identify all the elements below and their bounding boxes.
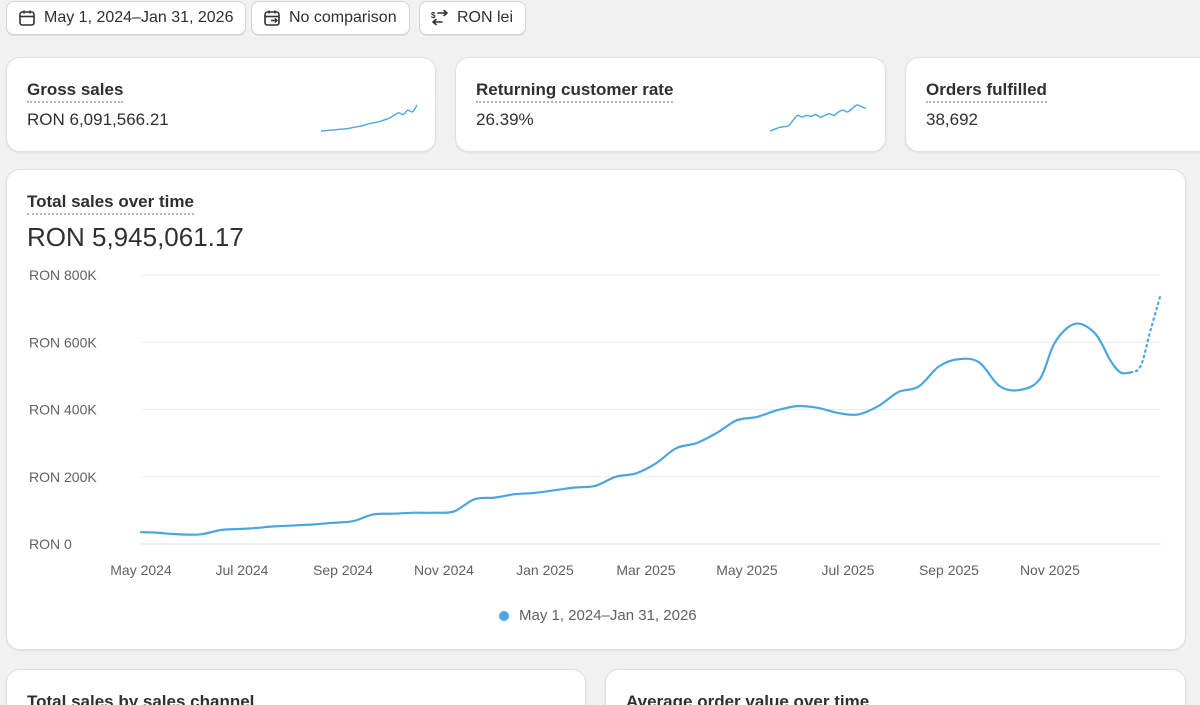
svg-text:$: $ [431,11,436,20]
card-title[interactable]: Total sales by sales channel [27,692,254,705]
x-tick-label: Mar 2025 [616,562,675,578]
chart-total-value: RON 5,945,061.17 [27,222,244,252]
x-tick-label: Sep 2025 [919,562,979,578]
metric-title[interactable]: Gross sales [27,80,124,103]
currency-button[interactable]: $ RON lei [419,1,527,35]
total-sales-line-chart[interactable]: RON 0 RON 200K RON 400K RON 600K RON 800K May… [7,170,1186,600]
calendar-compare-icon [264,10,280,26]
metric-title[interactable]: Returning customer rate [476,80,674,103]
sparkline-chart [320,104,418,132]
x-tick-label: Jul 2024 [216,562,269,578]
y-tick-label: RON 0 [29,536,72,552]
card-title[interactable]: Average order value over time [626,692,869,705]
metric-card-returning-customer-rate[interactable]: Returning customer rate 26.39% [455,57,886,152]
x-tick-label: Nov 2025 [1020,562,1080,578]
y-tick-label: RON 400K [29,402,97,418]
y-tick-label: RON 800K [29,267,97,283]
y-tick-label: RON 200K [29,469,97,485]
y-tick-label: RON 600K [29,334,97,350]
metric-value: 38,692 [926,110,978,129]
swap-icon: $ [431,9,448,26]
series-line[interactable] [139,322,1132,536]
sparkline-line [320,104,418,132]
date-range-button[interactable]: May 1, 2024–Jan 31, 2026 [6,1,247,35]
calendar-icon [19,10,35,26]
chart-legend[interactable]: May 1, 2024–Jan 31, 2026 [499,607,697,624]
metric-value: 26.39% [476,110,534,129]
x-tick-label: May 2025 [716,562,778,578]
comparison-label: No comparison [289,9,397,26]
metric-card-gross-sales[interactable]: Gross sales RON 6,091,566.21 [6,57,436,152]
chart-title[interactable]: Total sales over time [27,192,194,215]
sparkline-chart [769,104,867,132]
x-tick-label: Jul 2025 [821,562,874,578]
metric-card-orders-fulfilled[interactable]: Orders fulfilled 38,692 [905,57,1200,152]
x-tick-label: Sep 2024 [313,562,373,578]
sales-by-channel-card: Total sales by sales channel [6,669,586,705]
legend-label: May 1, 2024–Jan 31, 2026 [519,607,697,624]
currency-label: RON lei [457,9,514,26]
metric-value: RON 6,091,566.21 [27,110,169,129]
x-tick-label: Nov 2024 [414,562,474,578]
date-range-label: May 1, 2024–Jan 31, 2026 [44,9,234,26]
legend-dot-icon [499,610,509,621]
x-tick-label: May 2024 [110,562,172,578]
total-sales-card: Total sales over time RON 5,945,061.17 R… [6,169,1186,650]
comparison-button[interactable]: No comparison [251,1,410,35]
series-projection-line [1129,292,1163,374]
sparkline-line [769,104,867,132]
x-tick-label: Jan 2025 [516,562,574,578]
metric-title[interactable]: Orders fulfilled [926,80,1047,103]
average-order-value-card: Average order value over time [605,669,1186,705]
